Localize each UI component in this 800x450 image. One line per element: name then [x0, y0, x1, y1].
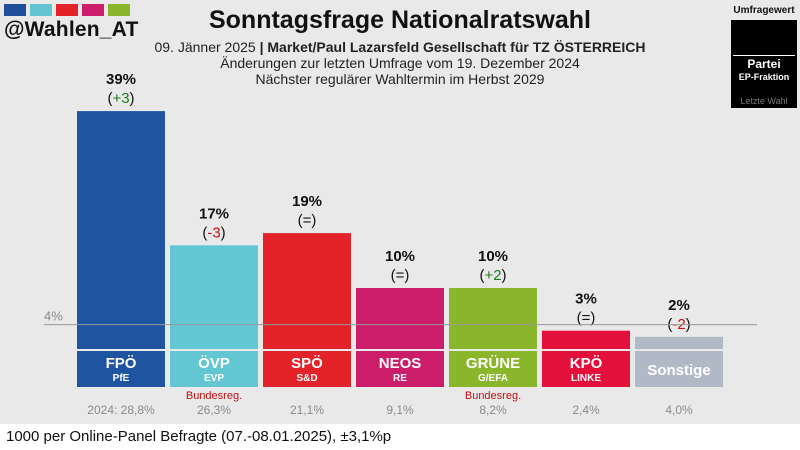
brand-swatch: [4, 4, 26, 16]
last-election-value: 21,1%: [290, 403, 324, 417]
last-election-value: 4,0%: [665, 403, 693, 417]
value-label: 39%: [106, 71, 136, 88]
change-value: +3: [112, 90, 129, 107]
subtitle-line-1: 09. Jänner 2025 | Market/Paul Lazarsfeld…: [0, 39, 800, 55]
value-label: 3%: [575, 291, 597, 308]
value-label: 10%: [478, 248, 508, 265]
value-label: 10%: [385, 248, 415, 265]
party-name: KPÖ: [570, 355, 603, 372]
party-name: ÖVP: [198, 355, 230, 372]
change-value: -3: [207, 224, 220, 241]
bar-neos: [356, 288, 444, 349]
legend-last-election-label: Letzte Wahl: [740, 96, 788, 106]
brand-swatch: [56, 4, 78, 16]
party-box: [542, 351, 630, 387]
footer-note: 1000 per Online-Panel Befragte (07.-08.0…: [6, 428, 392, 445]
last-election-value: 9,1%: [386, 403, 414, 417]
party-box: [263, 351, 351, 387]
change-label: (+2): [479, 267, 506, 284]
bar-grüne: [449, 288, 537, 349]
threshold-label: 4%: [44, 309, 63, 324]
last-election-value: 8,2%: [479, 403, 507, 417]
change-value: +2: [484, 267, 501, 284]
change-value: =: [582, 310, 591, 327]
pollster: Market/Paul Lazarsfeld Gesellschaft für …: [267, 39, 646, 55]
ep-group: PfE: [113, 373, 130, 384]
brand-swatch: [108, 4, 130, 16]
party-name: SPÖ: [291, 355, 323, 372]
brand-swatch: [82, 4, 104, 16]
brand-handle: @Wahlen_AT: [4, 18, 139, 41]
legend-poll-value-label: Umfragewert: [733, 5, 795, 16]
party-name: NEOS: [379, 355, 422, 372]
legend-party-label: Partei: [747, 57, 781, 71]
last-election-value: 26,3%: [197, 403, 231, 417]
separator: |: [259, 39, 264, 55]
change-label: (-3): [202, 224, 225, 241]
change-label: (+3): [107, 90, 134, 107]
party-box: [77, 351, 165, 387]
last-election-value: 2,4%: [572, 403, 600, 417]
subtitle-line-2: Änderungen zur letzten Umfrage vom 19. D…: [220, 55, 580, 71]
change-label: (=): [577, 310, 596, 327]
party-name: FPÖ: [106, 355, 137, 372]
party-box: [449, 351, 537, 387]
legend-box: [731, 20, 797, 108]
bar-kpö: [542, 330, 630, 349]
last-election-value: 2024: 28,8%: [87, 403, 155, 417]
party-box: [356, 351, 444, 387]
bar-sonstige: [635, 336, 723, 349]
brand-swatch: [30, 4, 52, 16]
government-note: Bundesreg.: [465, 390, 521, 402]
value-label: 2%: [668, 297, 690, 314]
ep-group: S&D: [296, 373, 317, 384]
change-value: =: [396, 267, 405, 284]
legend-ep-label: EP-Fraktion: [738, 72, 790, 82]
change-label: (=): [298, 212, 317, 229]
government-note: Bundesreg.: [186, 390, 242, 402]
ep-group: LINKE: [571, 373, 601, 384]
party-name: GRÜNE: [466, 355, 520, 372]
subtitle-line-3: Nächster regulärer Wahltermin im Herbst …: [255, 71, 545, 87]
ep-group: EVP: [204, 373, 224, 384]
footer-bar: [0, 424, 800, 450]
bar-övp: [170, 245, 258, 349]
party-box: [170, 351, 258, 387]
bar-fpö: [77, 111, 165, 349]
value-label: 17%: [199, 205, 229, 222]
chart-title: Sonntagsfrage Nationalratswahl: [208, 6, 592, 34]
change-label: (=): [391, 267, 410, 284]
change-value: =: [303, 212, 312, 229]
bar-spö: [263, 233, 351, 349]
party-name: Sonstige: [647, 362, 710, 379]
value-label: 19%: [292, 193, 322, 210]
ep-group: RE: [393, 373, 407, 384]
poll-date: 09. Jänner 2025: [154, 39, 256, 55]
ep-group: G/EFA: [478, 373, 508, 384]
legend-divider: [733, 55, 795, 56]
party-box: [635, 351, 723, 387]
